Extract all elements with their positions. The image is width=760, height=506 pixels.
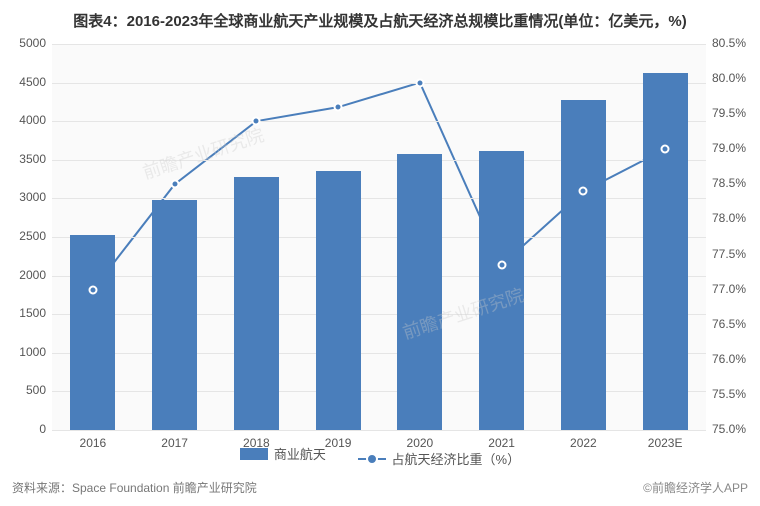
x-tick-label: 2019 [325, 436, 352, 450]
y-right-tick-label: 80.5% [712, 36, 758, 50]
gridline [52, 391, 706, 392]
y-right-tick-label: 79.0% [712, 141, 758, 155]
y-right-tick-label: 77.5% [712, 247, 758, 261]
y-right-tick-label: 79.5% [712, 106, 758, 120]
gridline [52, 237, 706, 238]
y-right-tick-label: 77.0% [712, 282, 758, 296]
gridline [52, 83, 706, 84]
line-marker [170, 180, 179, 189]
x-tick-label: 2016 [80, 436, 107, 450]
legend-label-line: 占航天经济比重（%） [392, 449, 521, 468]
x-tick-label: 2018 [243, 436, 270, 450]
plot-area [52, 44, 706, 430]
y-left-tick-label: 2500 [6, 229, 46, 243]
x-tick-label: 2017 [161, 436, 188, 450]
y-right-tick-label: 75.5% [712, 387, 758, 401]
y-right-tick-label: 76.0% [712, 352, 758, 366]
bar [70, 235, 115, 430]
copyright-text: ©前瞻经济学人APP [643, 479, 748, 496]
gridline [52, 44, 706, 45]
chart-container: 图表4：2016-2023年全球商业航天产业规模及占航天经济总规模比重情况(单位… [0, 0, 760, 506]
x-tick-label: 2022 [570, 436, 597, 450]
line-marker [88, 285, 97, 294]
line-marker [579, 187, 588, 196]
bar [643, 73, 688, 430]
x-tick-label: 2021 [488, 436, 515, 450]
y-left-tick-label: 500 [6, 383, 46, 397]
chart-title: 图表4：2016-2023年全球商业航天产业规模及占航天经济总规模比重情况(单位… [0, 10, 760, 31]
line-marker [252, 117, 261, 126]
y-left-tick-label: 4000 [6, 113, 46, 127]
y-right-tick-label: 78.0% [712, 211, 758, 225]
bar [234, 177, 279, 430]
y-left-tick-label: 3000 [6, 190, 46, 204]
line-marker [415, 78, 424, 87]
bar [397, 154, 442, 430]
gridline [52, 160, 706, 161]
y-right-tick-label: 75.0% [712, 422, 758, 436]
legend-swatch-line [358, 458, 386, 460]
bar [479, 151, 524, 430]
y-right-tick-label: 78.5% [712, 176, 758, 190]
y-left-tick-label: 3500 [6, 152, 46, 166]
legend-item-line: 占航天经济比重（%） [358, 449, 521, 468]
y-right-tick-label: 76.5% [712, 317, 758, 331]
y-left-tick-label: 0 [6, 422, 46, 436]
source-text: 资料来源：Space Foundation 前瞻产业研究院 [12, 479, 257, 496]
y-left-tick-label: 5000 [6, 36, 46, 50]
legend: 商业航天 占航天经济比重（%） [0, 444, 760, 468]
gridline [52, 314, 706, 315]
gridline [52, 121, 706, 122]
line-marker [661, 145, 670, 154]
gridline [52, 430, 706, 431]
y-left-tick-label: 2000 [6, 268, 46, 282]
y-left-tick-label: 1500 [6, 306, 46, 320]
legend-label-bar: 商业航天 [274, 444, 326, 463]
bar [152, 200, 197, 430]
bar [316, 171, 361, 430]
y-left-tick-label: 4500 [6, 75, 46, 89]
gridline [52, 353, 706, 354]
y-left-tick-label: 1000 [6, 345, 46, 359]
line-marker [497, 261, 506, 270]
line-marker [334, 103, 343, 112]
x-tick-label: 2020 [407, 436, 434, 450]
bar [561, 100, 606, 430]
gridline [52, 198, 706, 199]
x-tick-label: 2023E [648, 436, 683, 450]
y-right-tick-label: 80.0% [712, 71, 758, 85]
gridline [52, 276, 706, 277]
